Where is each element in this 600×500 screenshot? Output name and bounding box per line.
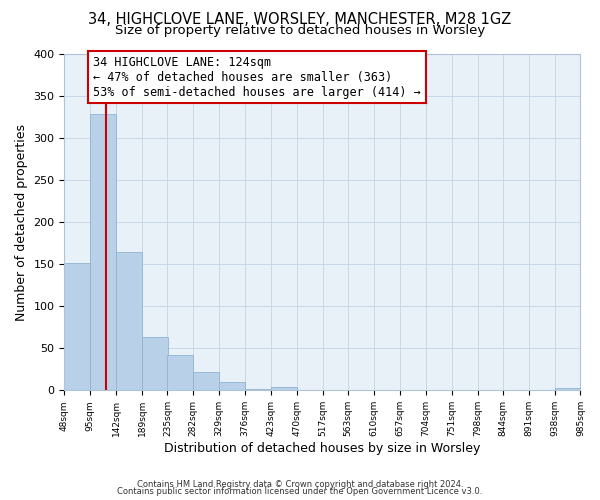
Bar <box>64 262 90 390</box>
Bar <box>271 387 297 390</box>
Text: Size of property relative to detached houses in Worsley: Size of property relative to detached ho… <box>115 24 485 37</box>
Bar <box>142 336 168 390</box>
X-axis label: Distribution of detached houses by size in Worsley: Distribution of detached houses by size … <box>164 442 481 455</box>
Text: 34, HIGHCLOVE LANE, WORSLEY, MANCHESTER, M28 1GZ: 34, HIGHCLOVE LANE, WORSLEY, MANCHESTER,… <box>88 12 512 28</box>
Text: Contains HM Land Registry data © Crown copyright and database right 2024.: Contains HM Land Registry data © Crown c… <box>137 480 463 489</box>
Text: 34 HIGHCLOVE LANE: 124sqm
← 47% of detached houses are smaller (363)
53% of semi: 34 HIGHCLOVE LANE: 124sqm ← 47% of detac… <box>93 56 421 98</box>
Bar <box>554 388 580 390</box>
Bar <box>193 372 219 390</box>
Y-axis label: Number of detached properties: Number of detached properties <box>15 124 28 320</box>
Bar <box>245 388 271 390</box>
Bar <box>116 252 142 390</box>
Bar <box>167 355 193 390</box>
Text: Contains public sector information licensed under the Open Government Licence v3: Contains public sector information licen… <box>118 487 482 496</box>
Bar <box>219 382 245 390</box>
Bar <box>90 114 116 390</box>
